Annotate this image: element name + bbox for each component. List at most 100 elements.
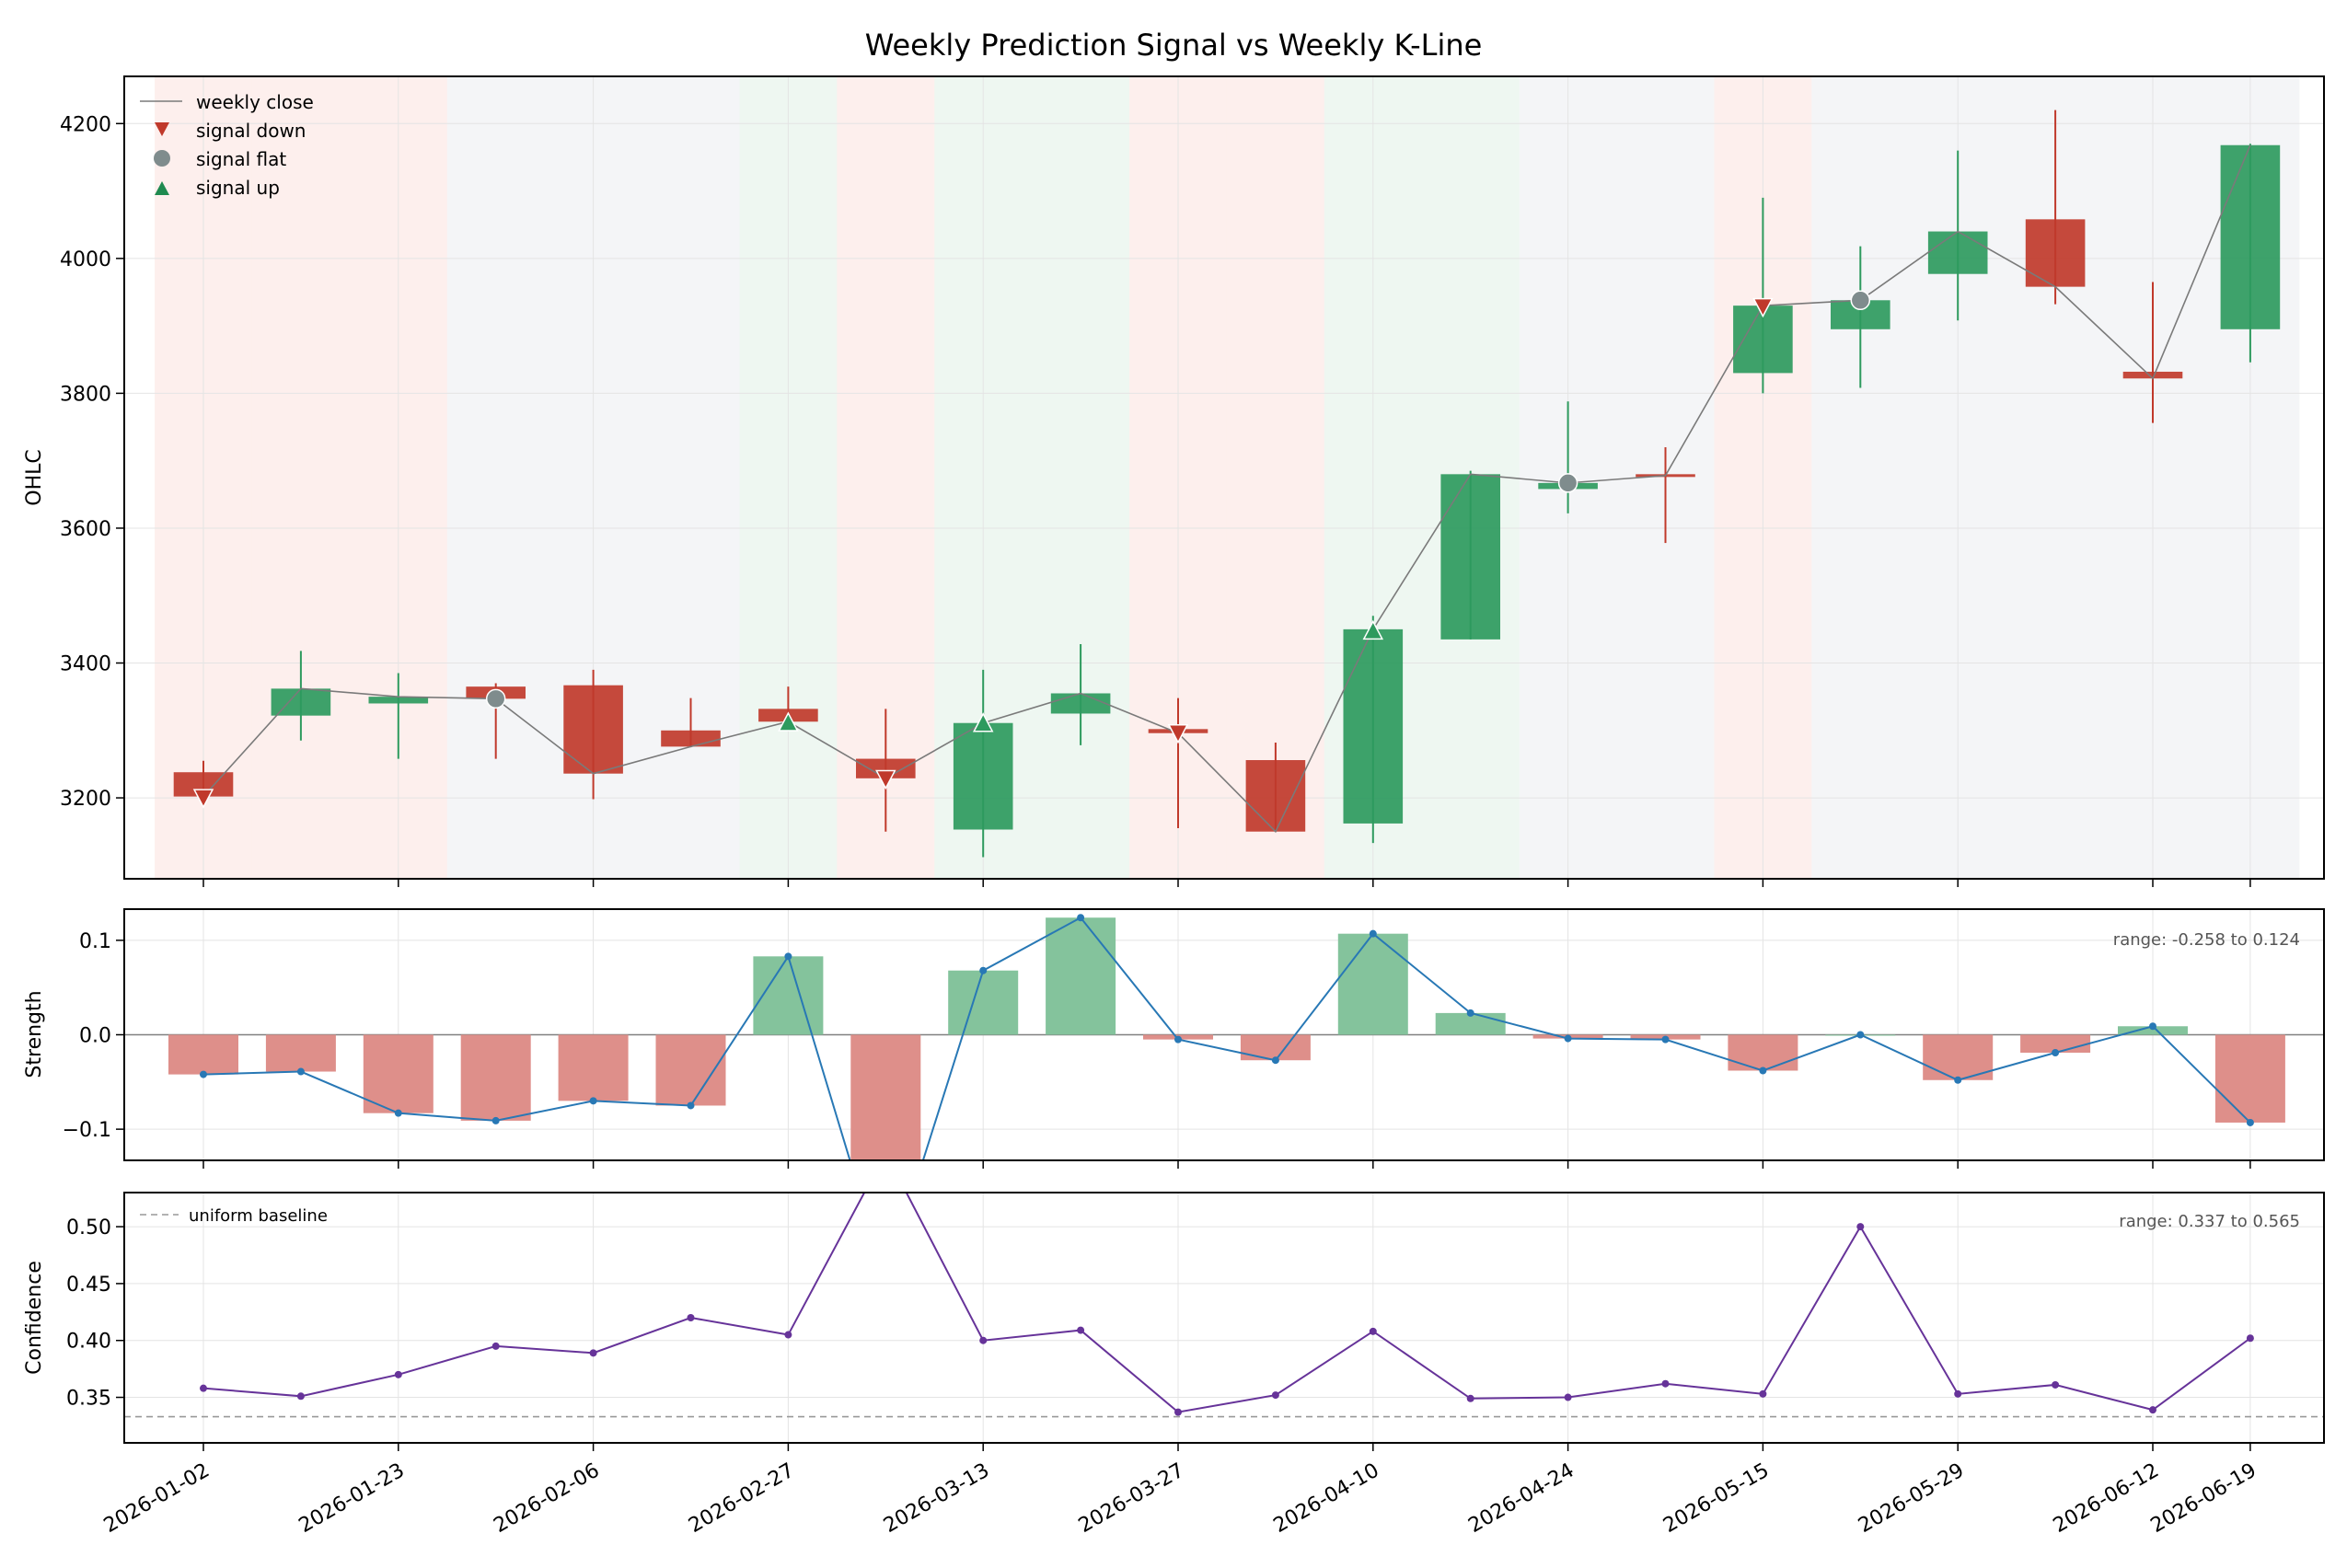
strength-point [2149, 1022, 2156, 1031]
y-tick-label: 0.50 [66, 1216, 111, 1239]
confidence-panel: 0.35 0.40 0.45 0.50 Confidence range: 0.337… [23, 1192, 2325, 1444]
strength-point [1174, 1035, 1182, 1043]
candle-body [856, 758, 916, 778]
confidence-point [394, 1370, 402, 1378]
weekly-close-line [202, 144, 2251, 834]
legend-down-swatch [155, 122, 169, 136]
strength-point [1661, 1035, 1670, 1043]
y-tick-label: 3600 [60, 518, 111, 541]
x-axis: 2026-01-02 2026-01-23 2026-02-06 2026-02-27… [100, 879, 2260, 1538]
strength-bar [1728, 1034, 1798, 1071]
strength-bar [460, 1034, 531, 1121]
x-tick-label: 2026-01-23 [295, 1459, 409, 1539]
strength-point [200, 1070, 207, 1078]
x-tick-label: 2026-05-29 [1855, 1459, 1968, 1539]
strength-point [589, 1097, 597, 1105]
strength-point [979, 966, 988, 974]
y-tick-label: 0.35 [66, 1388, 111, 1411]
confidence-point [1174, 1408, 1182, 1416]
candle-body [1440, 474, 1500, 640]
candle-body [368, 697, 429, 704]
strength-bar [168, 1034, 238, 1075]
y-tick-label: −0.1 [63, 1119, 111, 1142]
x-tick-label: 2026-02-27 [685, 1459, 798, 1539]
confidence-point [491, 1342, 500, 1350]
legend-close-label: weekly close [196, 91, 314, 113]
legend-flat-label: signal flat [196, 148, 286, 170]
strength-point [1564, 1034, 1572, 1043]
regime-band-flat [1811, 76, 1910, 879]
y-tick-label: 0.45 [66, 1274, 111, 1297]
y-tick-label: 3400 [60, 653, 111, 676]
strength-panel: −0.1 0.0 0.1 Strength range: -0.258 to 0.1… [23, 908, 2325, 1161]
confidence-point [1564, 1393, 1572, 1401]
y-tick-label: 4200 [60, 113, 111, 136]
signal-flat-marker [1850, 290, 1871, 311]
ohlc-frame [123, 75, 2325, 880]
strength-range-annotation: range: -0.258 to 0.124 [2113, 930, 2300, 950]
candle-body [1343, 628, 1404, 824]
strength-bar [655, 1034, 726, 1106]
signal-up-marker [1362, 619, 1384, 640]
confidence-point [1271, 1391, 1279, 1400]
candle-body [2220, 144, 2281, 329]
confidence-range-annotation: range: 0.337 to 0.565 [2119, 1212, 2300, 1231]
y-tick-label: 3800 [60, 383, 111, 406]
confidence-grid [124, 1193, 2324, 1443]
candle-body [563, 685, 623, 774]
x-tick-label: 2026-01-02 [100, 1459, 214, 1539]
confidence-point [1661, 1379, 1670, 1388]
strength-y-ticks: −0.1 0.0 0.1 [63, 930, 124, 1142]
strength-point [2246, 1118, 2254, 1126]
x-tick-label: 2026-02-06 [490, 1459, 603, 1539]
confidence-point [1856, 1223, 1865, 1231]
confidence-point [589, 1349, 597, 1357]
y-tick-label: 0.1 [79, 930, 111, 953]
x-tick-label: 2026-06-19 [2147, 1459, 2260, 1539]
strength-point [394, 1109, 402, 1117]
strength-line [202, 916, 2251, 1160]
y-tick-label: 0.40 [66, 1331, 111, 1354]
strength-point [491, 1116, 500, 1124]
signal-down-marker [875, 769, 896, 790]
signal-markers [192, 290, 1871, 809]
strength-point [2052, 1049, 2060, 1056]
confidence-point [1369, 1327, 1377, 1335]
strength-point [687, 1101, 695, 1110]
confidence-y-label: Confidence [23, 1261, 46, 1375]
signal-down-marker [1752, 297, 1774, 318]
candle-body [661, 730, 721, 747]
strength-point [1077, 914, 1085, 922]
y-tick-label: 3200 [60, 788, 111, 811]
strength-bar [948, 970, 1019, 1035]
regime-band-down [251, 76, 351, 879]
strength-bar [850, 1034, 921, 1160]
confidence-frame [123, 1192, 2325, 1444]
confidence-legend: uniform baseline [140, 1206, 328, 1226]
strength-bar [2118, 1026, 2188, 1035]
confidence-point [687, 1314, 695, 1321]
signal-up-marker [972, 712, 994, 732]
x-tick-label: 2026-03-27 [1075, 1459, 1188, 1539]
regime-band-flat [642, 76, 740, 879]
chart-title: Weekly Prediction Signal vs Weekly K-Lin… [865, 28, 1483, 63]
x-tick-label: 2026-06-12 [2050, 1459, 2163, 1539]
signal-down-marker [1167, 723, 1189, 744]
confidence-point [1466, 1394, 1474, 1402]
strength-point [1759, 1066, 1767, 1075]
strength-point [1466, 1009, 1474, 1017]
confidence-point [200, 1384, 207, 1392]
strength-point [784, 952, 792, 961]
confidence-y-ticks: 0.35 0.40 0.45 0.50 [66, 1216, 124, 1411]
regime-band-up [1032, 76, 1130, 879]
strength-bar [265, 1034, 336, 1072]
strength-bar [1337, 933, 1408, 1035]
y-tick-label: 0.0 [79, 1025, 111, 1048]
x-tick-label: 2026-03-13 [880, 1459, 993, 1539]
signal-down-marker [192, 789, 214, 809]
ohlc-regime-bands [155, 76, 2300, 879]
x-tick-label: 2026-05-15 [1659, 1459, 1773, 1539]
x-tick-label: 2026-04-10 [1270, 1459, 1383, 1539]
